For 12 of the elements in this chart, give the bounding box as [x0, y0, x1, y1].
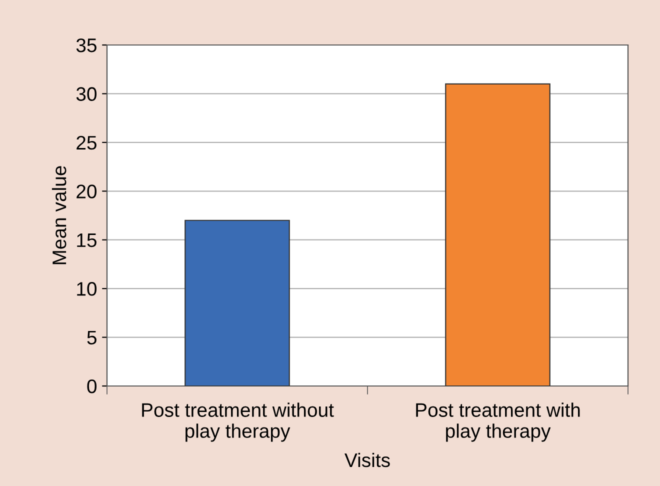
x-tick-label: Post treatment without play therapy [142, 402, 334, 442]
y-tick-label: 30 [76, 87, 97, 101]
y-tick-label: 0 [87, 379, 97, 394]
y-tick-label: 20 [76, 184, 97, 198]
y-tick-label: 10 [77, 282, 97, 296]
y-tick-label: 15 [77, 234, 96, 248]
y-tick-label: 25 [76, 136, 96, 150]
y-tick-label: 35 [76, 38, 96, 52]
x-axis-title: Visits [344, 452, 390, 468]
y-tick-label: 5 [87, 330, 96, 345]
y-axis-title: Mean value [52, 166, 66, 264]
x-tick-label: Post treatment with play therapy [416, 402, 580, 442]
